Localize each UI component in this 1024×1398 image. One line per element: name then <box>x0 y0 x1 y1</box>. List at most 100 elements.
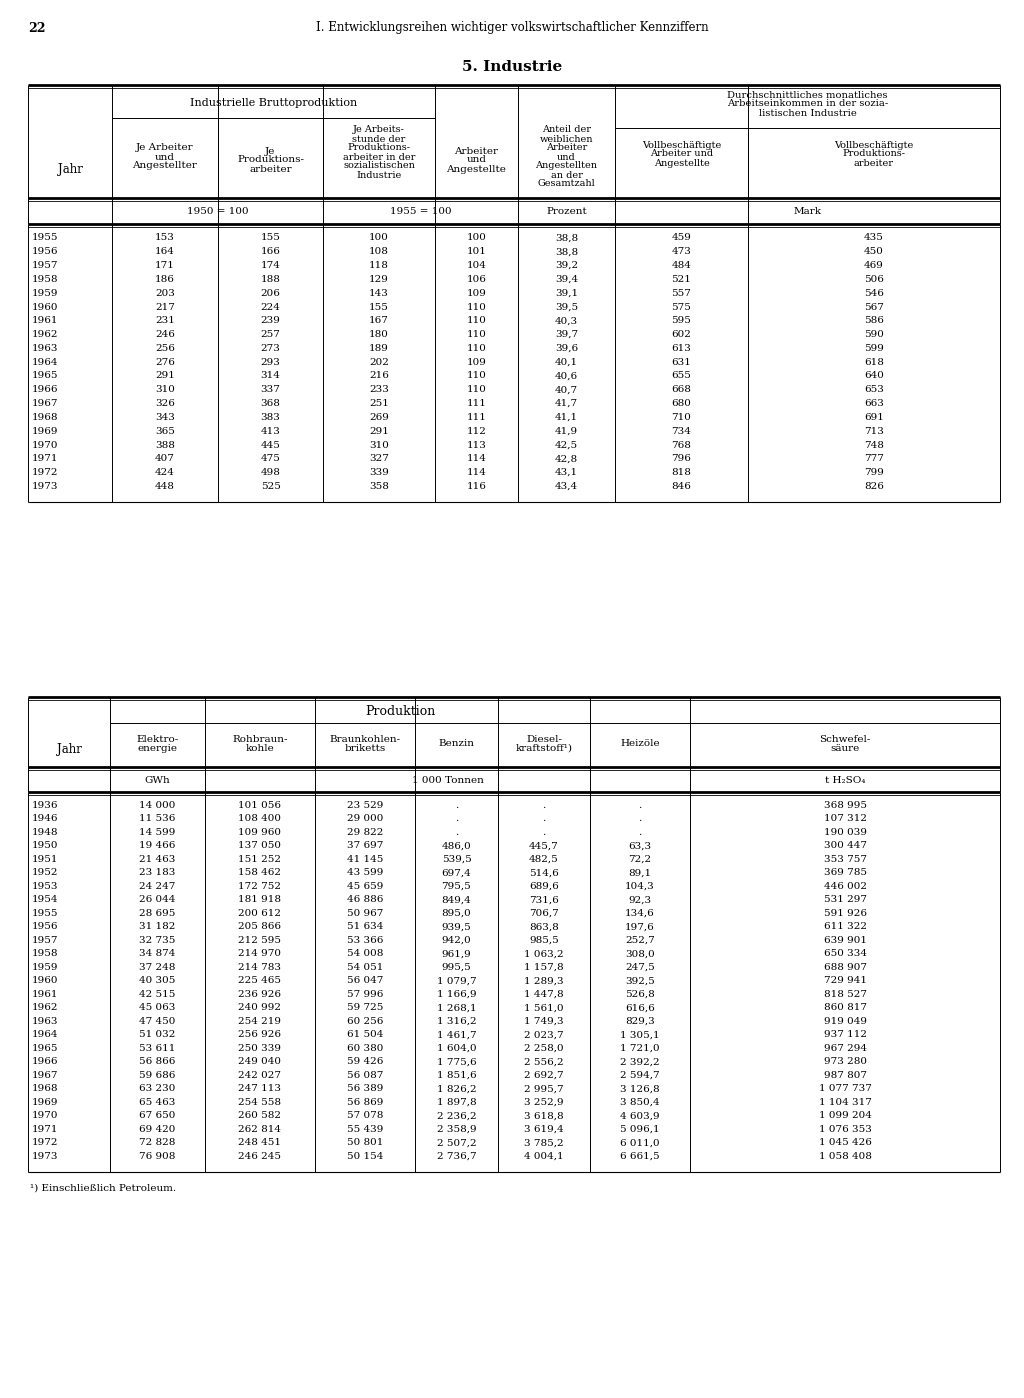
Text: 1 063,2: 1 063,2 <box>524 949 564 958</box>
Text: 668: 668 <box>672 386 691 394</box>
Text: 186: 186 <box>155 275 175 284</box>
Text: 445: 445 <box>260 440 281 450</box>
Text: 2 594,7: 2 594,7 <box>621 1071 659 1079</box>
Text: 4 603,9: 4 603,9 <box>621 1111 659 1120</box>
Text: 1955 = 100: 1955 = 100 <box>390 207 452 217</box>
Text: 1961: 1961 <box>32 316 58 326</box>
Text: Jahr: Jahr <box>57 164 83 176</box>
Text: 383: 383 <box>260 412 281 422</box>
Text: 11 536: 11 536 <box>139 814 176 823</box>
Text: 137 050: 137 050 <box>239 842 282 850</box>
Text: 308,0: 308,0 <box>625 949 655 958</box>
Text: 69 420: 69 420 <box>139 1125 176 1134</box>
Text: 1962: 1962 <box>32 330 58 340</box>
Text: Angestellter: Angestellter <box>132 162 198 171</box>
Text: 526,8: 526,8 <box>625 990 655 998</box>
Text: 1 749,3: 1 749,3 <box>524 1016 564 1026</box>
Text: 110: 110 <box>467 302 486 312</box>
Text: 59 426: 59 426 <box>347 1057 383 1067</box>
Text: 40,7: 40,7 <box>555 386 579 394</box>
Text: 260 582: 260 582 <box>239 1111 282 1120</box>
Text: 531 297: 531 297 <box>823 895 866 905</box>
Text: 38,8: 38,8 <box>555 233 579 242</box>
Text: 599: 599 <box>864 344 884 352</box>
Text: 5. Industrie: 5. Industrie <box>462 60 562 74</box>
Text: 448: 448 <box>155 482 175 491</box>
Text: 107 312: 107 312 <box>823 814 866 823</box>
Text: 291: 291 <box>369 426 389 436</box>
Text: Angestellte: Angestellte <box>653 158 710 168</box>
Text: 202: 202 <box>369 358 389 366</box>
Text: 56 389: 56 389 <box>347 1085 383 1093</box>
Text: 181 918: 181 918 <box>239 895 282 905</box>
Text: Schwefel-: Schwefel- <box>819 735 870 744</box>
Text: 2 736,7: 2 736,7 <box>436 1152 476 1160</box>
Text: 155: 155 <box>260 233 281 242</box>
Text: arbeiter: arbeiter <box>249 165 292 173</box>
Text: 54 051: 54 051 <box>347 963 383 972</box>
Text: 28 695: 28 695 <box>139 909 176 917</box>
Text: .: . <box>543 801 546 809</box>
Text: 1950 = 100: 1950 = 100 <box>186 207 248 217</box>
Text: 655: 655 <box>672 372 691 380</box>
Text: 368 995: 368 995 <box>823 801 866 809</box>
Text: 525: 525 <box>260 482 281 491</box>
Text: 50 801: 50 801 <box>347 1138 383 1148</box>
Text: 748: 748 <box>864 440 884 450</box>
Text: Arbeiter und: Arbeiter und <box>650 150 713 158</box>
Text: kohle: kohle <box>246 744 274 752</box>
Text: .: . <box>638 828 642 836</box>
Text: 1955: 1955 <box>32 909 58 917</box>
Text: 214 970: 214 970 <box>239 949 282 958</box>
Text: 1970: 1970 <box>32 440 58 450</box>
Text: 1959: 1959 <box>32 289 58 298</box>
Text: 818 527: 818 527 <box>823 990 866 998</box>
Text: Arbeiter: Arbeiter <box>546 144 587 152</box>
Text: 2 995,7: 2 995,7 <box>524 1085 564 1093</box>
Text: 40 305: 40 305 <box>139 976 176 986</box>
Text: .: . <box>455 828 458 836</box>
Text: 269: 269 <box>369 412 389 422</box>
Text: Prozent: Prozent <box>546 207 587 217</box>
Text: 53 366: 53 366 <box>347 935 383 945</box>
Text: 365: 365 <box>155 426 175 436</box>
Text: 114: 114 <box>467 468 486 477</box>
Text: 72,2: 72,2 <box>629 854 651 864</box>
Text: 590: 590 <box>864 330 884 340</box>
Text: 1 166,9: 1 166,9 <box>436 990 476 998</box>
Text: 1955: 1955 <box>32 233 58 242</box>
Text: 339: 339 <box>369 468 389 477</box>
Text: 1946: 1946 <box>32 814 58 823</box>
Text: ¹) Einschließlich Petroleum.: ¹) Einschließlich Petroleum. <box>30 1183 176 1192</box>
Text: 1 897,8: 1 897,8 <box>436 1097 476 1107</box>
Text: an der: an der <box>551 171 583 179</box>
Text: 167: 167 <box>369 316 389 326</box>
Text: 1 316,2: 1 316,2 <box>436 1016 476 1026</box>
Text: 212 595: 212 595 <box>239 935 282 945</box>
Text: 92,3: 92,3 <box>629 895 651 905</box>
Text: briketts: briketts <box>344 744 386 752</box>
Text: 710: 710 <box>672 412 691 422</box>
Text: 164: 164 <box>155 247 175 256</box>
Text: 214 783: 214 783 <box>239 963 282 972</box>
Text: 1948: 1948 <box>32 828 58 836</box>
Text: 1969: 1969 <box>32 426 58 436</box>
Text: 818: 818 <box>672 468 691 477</box>
Text: Produktions-: Produktions- <box>237 155 304 165</box>
Text: Gesamtzahl: Gesamtzahl <box>538 179 595 189</box>
Text: 595: 595 <box>672 316 691 326</box>
Text: 388: 388 <box>155 440 175 450</box>
Text: 249 040: 249 040 <box>239 1057 282 1067</box>
Text: 31 182: 31 182 <box>139 923 176 931</box>
Text: 76 908: 76 908 <box>139 1152 176 1160</box>
Text: 1966: 1966 <box>32 386 58 394</box>
Text: Produktions-: Produktions- <box>843 150 905 158</box>
Text: 247,5: 247,5 <box>625 963 655 972</box>
Text: arbeiter in der: arbeiter in der <box>343 152 415 162</box>
Text: 1964: 1964 <box>32 358 58 366</box>
Text: 29 000: 29 000 <box>347 814 383 823</box>
Text: 110: 110 <box>467 372 486 380</box>
Text: 57 078: 57 078 <box>347 1111 383 1120</box>
Text: 1 561,0: 1 561,0 <box>524 1004 564 1012</box>
Text: Produktion: Produktion <box>365 705 435 717</box>
